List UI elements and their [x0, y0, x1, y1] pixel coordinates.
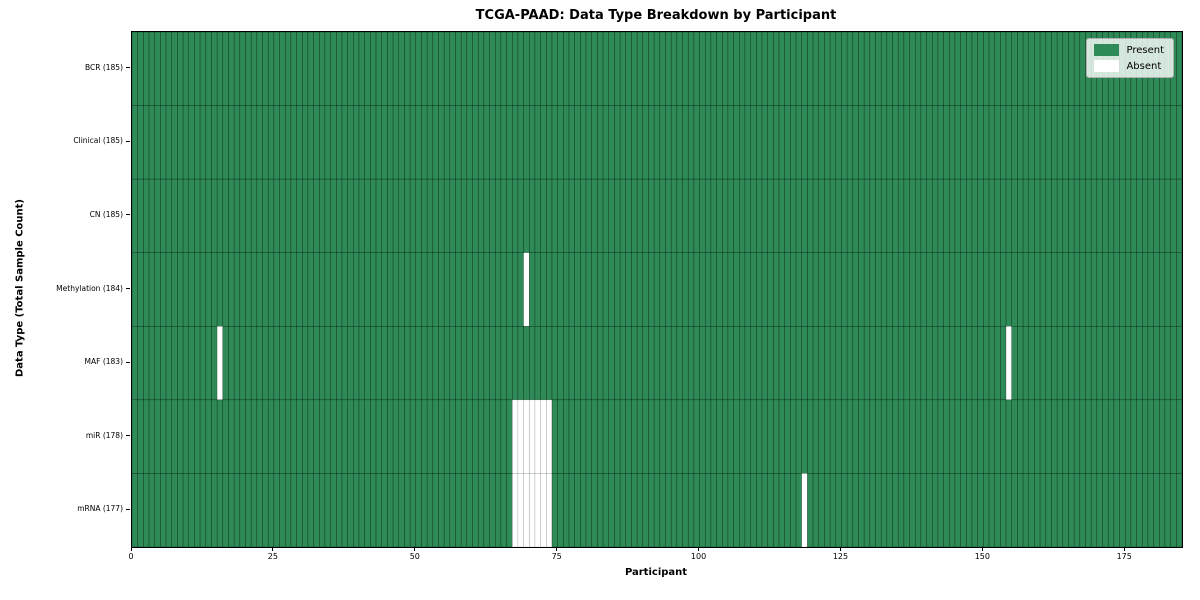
y-tick-label-miR: miR (178): [85, 430, 123, 440]
x-tick-mark: [556, 547, 558, 551]
x-tick-label: 100: [690, 552, 707, 561]
y-tick-mark: [126, 67, 130, 69]
x-tick-label: 175: [1116, 552, 1132, 561]
legend-swatch-present-icon: [1094, 44, 1120, 56]
x-tick-label: 75: [551, 552, 562, 561]
x-axis-label: Participant: [624, 567, 688, 578]
legend-swatch-absent-icon: [1094, 60, 1120, 72]
x-tick-label: 0: [128, 552, 134, 561]
x-tick-label: 50: [409, 552, 420, 561]
plot-area: Present Absent: [131, 31, 1183, 548]
legend-label-absent: Absent: [1126, 60, 1162, 72]
y-tick-label-BCR: BCR (185): [84, 62, 123, 72]
x-tick-mark: [272, 547, 274, 551]
y-tick-mark: [126, 435, 130, 437]
y-tick-mark: [126, 288, 130, 289]
x-tick-label: 25: [267, 552, 278, 561]
x-tick-mark: [414, 547, 416, 551]
x-tick-mark: [1123, 547, 1125, 551]
y-tick-label-MAF: MAF (183): [84, 357, 123, 367]
y-tick-label-Methylation: Methylation (184): [56, 283, 123, 293]
legend-label-present: Present: [1126, 44, 1164, 56]
y-tick-label-mRNA: mRNA (177): [77, 504, 123, 514]
heatmap-grid: [132, 32, 1182, 547]
legend: Present Absent: [1086, 38, 1174, 78]
y-axis-label: Data Type (Total Sample Count): [14, 198, 26, 378]
y-tick-mark: [126, 140, 130, 142]
chart-title: TCGA-PAAD: Data Type Breakdown by Partic…: [475, 8, 837, 23]
x-tick-mark: [839, 547, 841, 551]
y-tick-mark: [126, 214, 130, 216]
y-tick-label-Clinical: Clinical (185): [73, 136, 123, 146]
y-tick-label-CN: CN (185): [89, 209, 123, 219]
legend-item-absent: Absent: [1094, 60, 1164, 72]
x-tick-mark: [698, 547, 700, 551]
x-tick-label: 150: [974, 552, 990, 561]
y-tick-mark: [126, 361, 130, 363]
x-tick-label: 125: [832, 552, 849, 561]
x-tick-mark: [981, 547, 983, 551]
y-tick-mark: [126, 508, 130, 510]
legend-item-present: Present: [1094, 44, 1164, 56]
x-tick-mark: [130, 547, 132, 551]
